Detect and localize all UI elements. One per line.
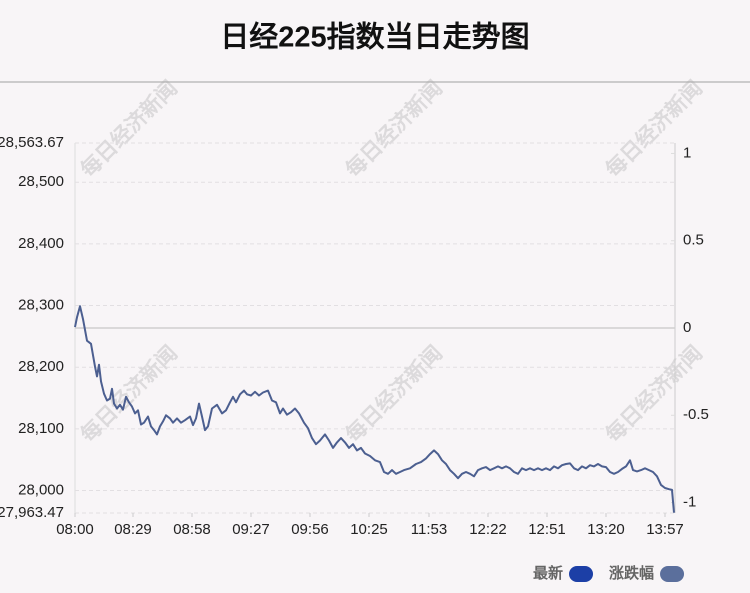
x-tick-label: 10:25: [350, 521, 388, 538]
x-tick-label: 13:57: [646, 521, 684, 538]
legend-swatch: [660, 566, 685, 582]
y-tick-label: 28,500: [18, 173, 64, 190]
x-tick-label: 09:27: [232, 521, 270, 538]
y-tick-label: 28,563.67: [0, 134, 64, 151]
x-tick-label: 09:56: [291, 521, 329, 538]
y2-tick-label: 0: [683, 319, 691, 336]
y2-tick-label: -0.5: [683, 406, 709, 423]
legend-swatch: [569, 566, 594, 582]
legend-label: 涨跌幅: [609, 564, 654, 582]
x-tick-label: 08:00: [56, 521, 94, 538]
x-tick-label: 12:22: [469, 521, 507, 538]
x-tick-label: 12:51: [528, 521, 566, 538]
chart-title: 日经225指数当日走势图: [220, 20, 529, 54]
x-tick-label: 08:58: [173, 521, 211, 538]
y2-tick-label: 0.5: [683, 232, 704, 249]
x-tick-label: 08:29: [114, 521, 152, 538]
y-tick-label: 28,200: [18, 358, 64, 375]
y2-tick-label: 1: [683, 144, 691, 161]
x-tick-label: 13:20: [587, 521, 625, 538]
y-tick-label: 28,000: [18, 481, 64, 498]
legend-label: 最新: [533, 564, 563, 582]
price-line: [74, 305, 675, 513]
y-tick-label: 28,400: [18, 235, 64, 252]
y-tick-label: 28,100: [18, 420, 64, 437]
y2-tick-label: -1: [683, 493, 696, 510]
y-tick-label: 28,300: [18, 297, 64, 314]
x-tick-label: 11:53: [411, 521, 447, 538]
y-tick-label: 27,963.47: [0, 504, 64, 521]
